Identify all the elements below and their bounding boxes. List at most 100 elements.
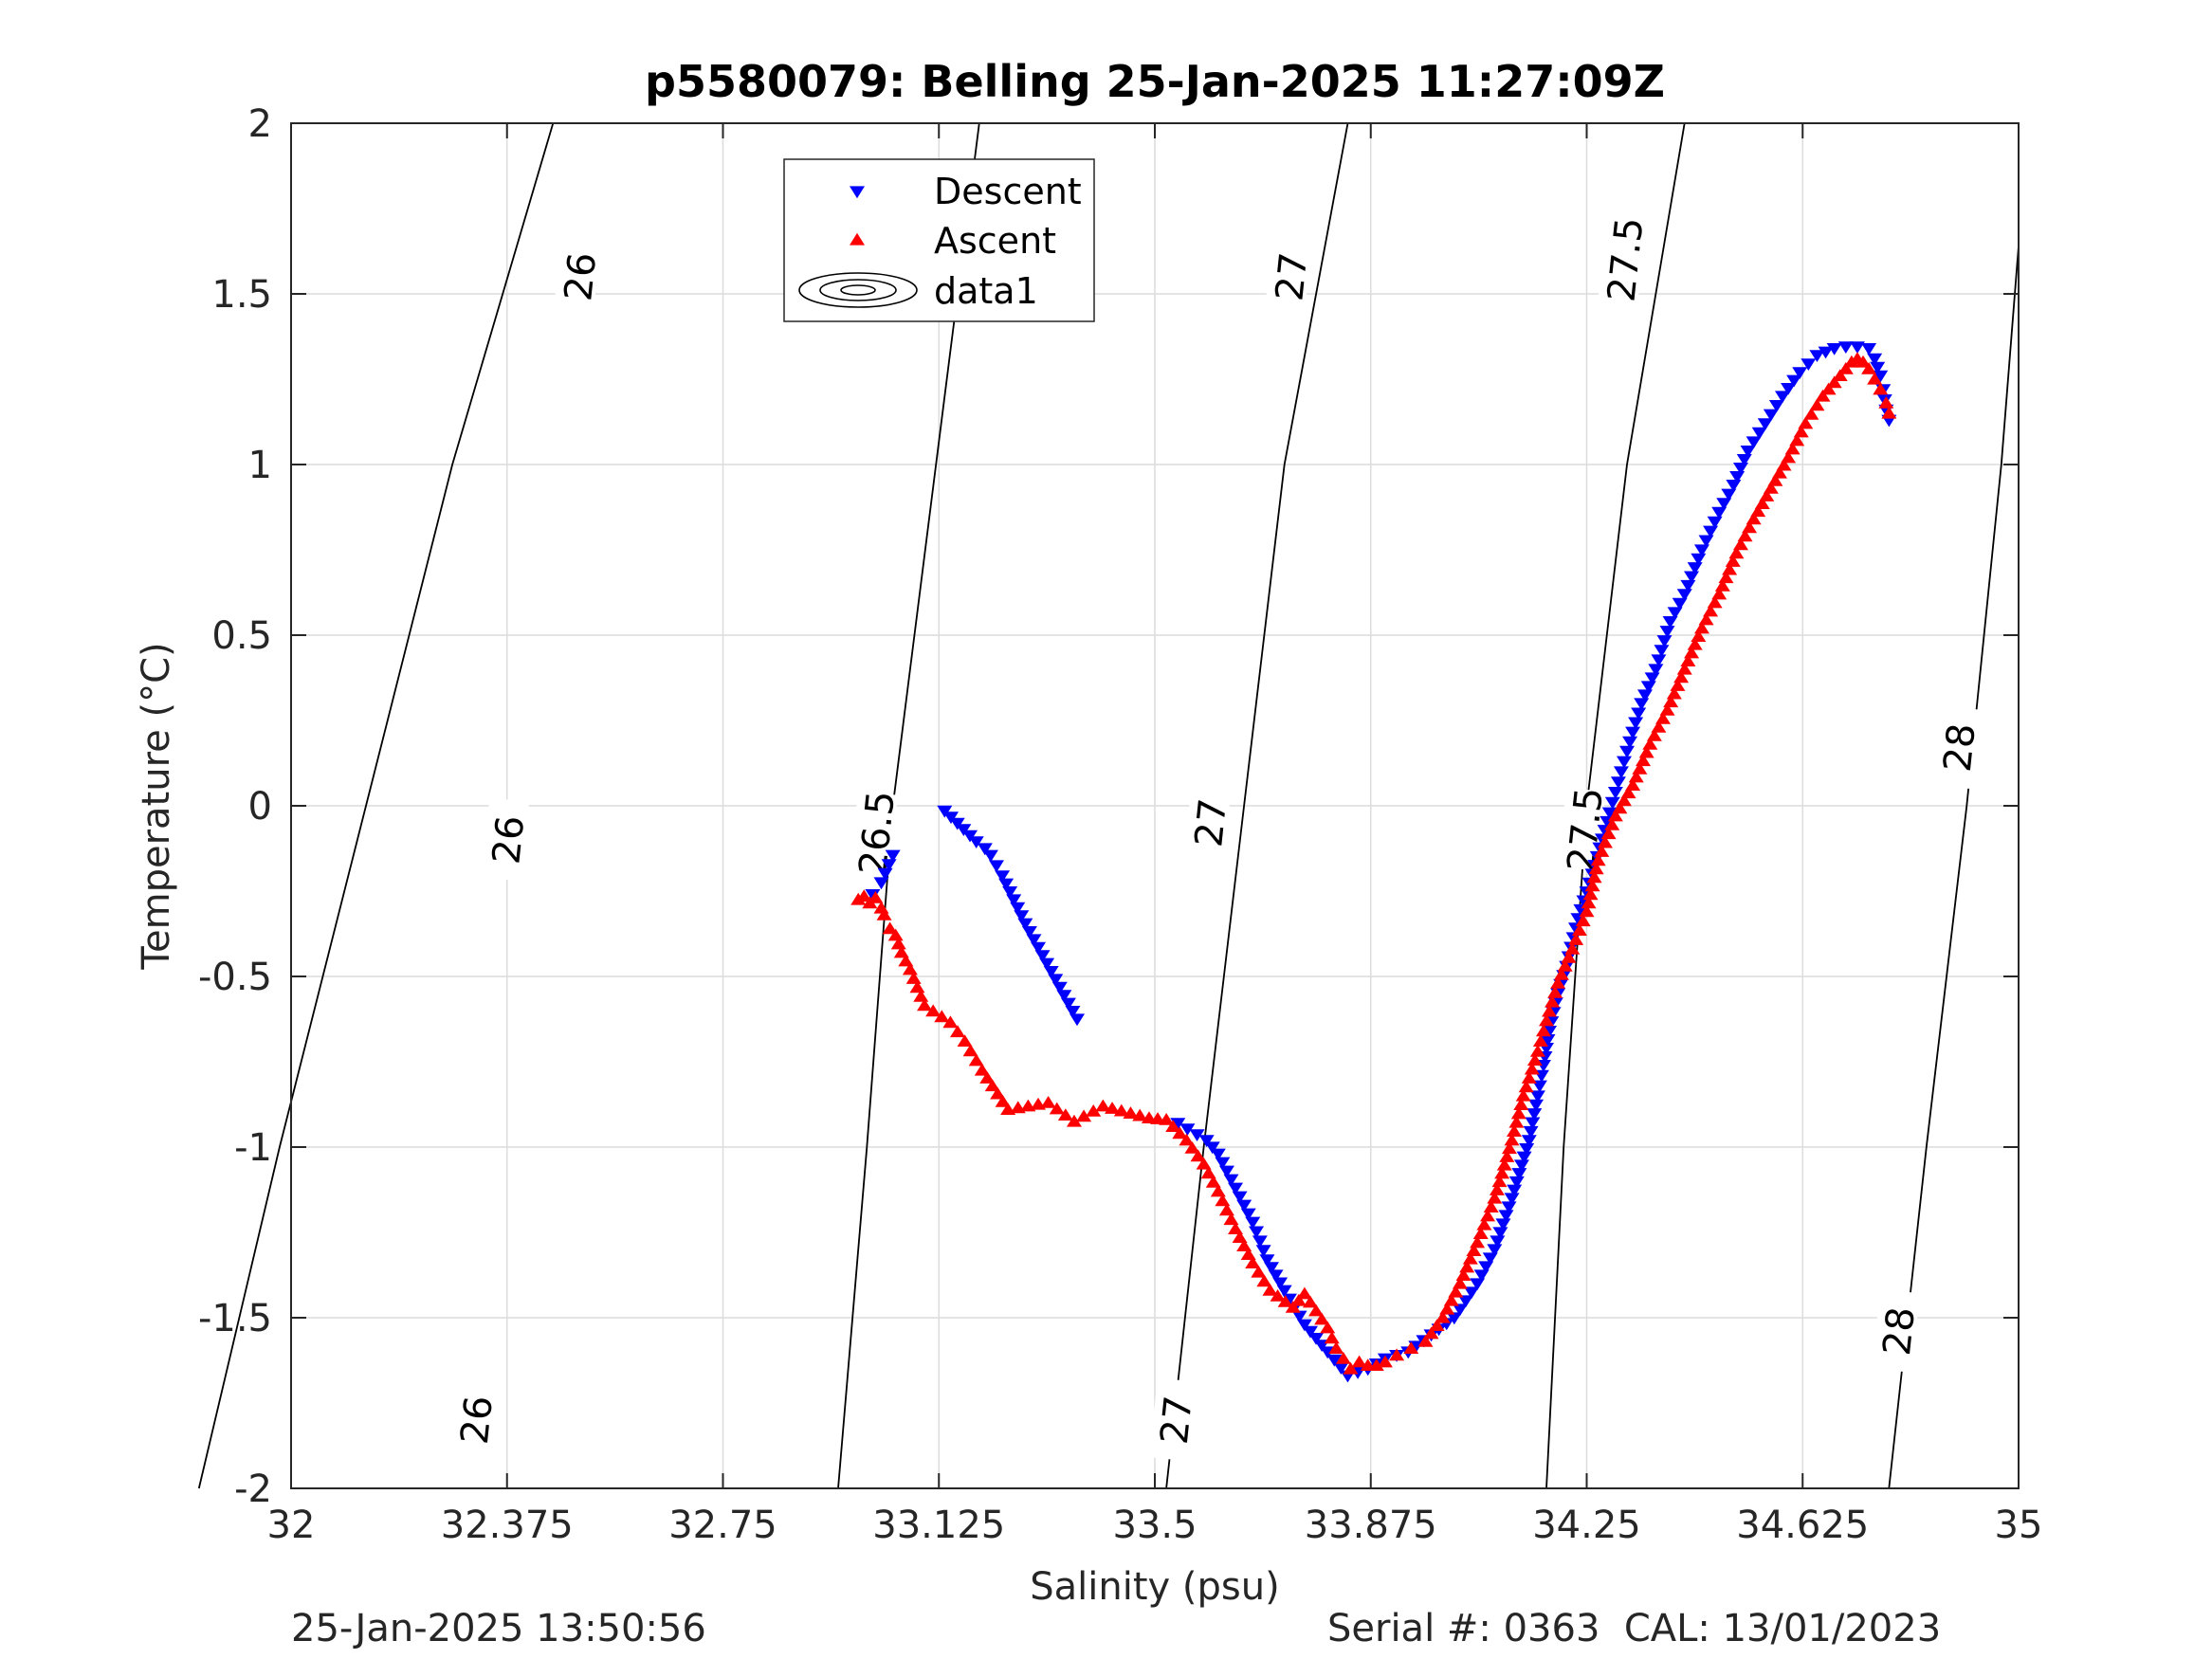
ascent-point [1776, 458, 1792, 471]
ascent-point [1105, 1102, 1121, 1114]
ascent-point [1767, 473, 1783, 486]
descent-point [1654, 645, 1670, 658]
ascent-point [1550, 976, 1566, 989]
data-points [850, 341, 1897, 1383]
descent-point [1648, 664, 1664, 677]
ascent-point [995, 1094, 1011, 1107]
ascent-point [1200, 1166, 1216, 1179]
ascent-point [1172, 1126, 1188, 1139]
descent-point [1504, 1193, 1520, 1206]
ascent-point [1455, 1268, 1472, 1281]
legend-descent-marker [850, 186, 865, 199]
ascent-point [1725, 555, 1741, 567]
ascent-point [990, 1086, 1006, 1100]
descent-point [1255, 1245, 1271, 1258]
ascent-point [1571, 923, 1587, 936]
ascent-point [1429, 1319, 1445, 1331]
ascent-point [1232, 1231, 1248, 1243]
ascent-point [1673, 670, 1690, 684]
ascent-point [1377, 1355, 1393, 1368]
isopycnal-label-background [1183, 780, 1233, 865]
ascent-point [962, 1044, 978, 1057]
descent-point [1659, 626, 1675, 638]
descent-point [1501, 1201, 1517, 1214]
ascent-point [1676, 662, 1692, 675]
ascent-point [1389, 1348, 1405, 1361]
x-tick-label: 33.875 [1305, 1504, 1437, 1547]
isopycnal-label: 26 [557, 250, 605, 302]
ascent-point [1607, 809, 1623, 822]
descent-point [1308, 1333, 1325, 1345]
descent-point [1801, 358, 1817, 371]
ascent-point [1763, 482, 1779, 494]
isopycnal-label-group: 26 [481, 797, 533, 882]
descent-point [1691, 553, 1707, 566]
legend-box [783, 158, 1095, 322]
ascent-point [1714, 578, 1730, 592]
descent-point [1516, 1151, 1532, 1164]
descent-point [1521, 1135, 1537, 1147]
ascent-point [1625, 778, 1641, 791]
descent-point [1482, 1252, 1498, 1266]
descent-point [1662, 616, 1678, 629]
ascent-point [1535, 1024, 1551, 1037]
legend-ascent-marker [850, 232, 865, 246]
descent-point [1792, 367, 1808, 379]
ascent-point [1693, 621, 1709, 634]
ascent-point [1638, 745, 1654, 758]
isopycnal-label: 26.5 [851, 789, 904, 877]
descent-point [1698, 535, 1714, 548]
ascent-point [1251, 1265, 1267, 1278]
ascent-point [1270, 1289, 1286, 1302]
ascent-point [1628, 770, 1644, 783]
ascent-point [1262, 1284, 1278, 1296]
descent-point [1540, 1034, 1556, 1047]
ascent-point [1750, 504, 1766, 518]
isopycnal-line [1165, 122, 1349, 1489]
descent-point [1056, 990, 1072, 1002]
descent-point [1774, 391, 1790, 404]
ascent-point [1508, 1115, 1525, 1128]
ascent-point [1487, 1191, 1503, 1204]
isopycnal-line [197, 122, 555, 1489]
ascent-point [1666, 686, 1682, 700]
descent-point [1628, 717, 1644, 730]
y-tick-label: -1 [234, 1126, 272, 1170]
ascent-point [1190, 1149, 1206, 1162]
y-tick-label: -0.5 [198, 956, 272, 999]
ascent-point [1654, 712, 1671, 724]
isopycnal-label: 27 [1153, 1394, 1201, 1446]
ascent-point [1526, 1053, 1543, 1066]
ascent-point [1113, 1103, 1129, 1117]
ascent-point [1335, 1352, 1351, 1364]
descent-point [1613, 766, 1629, 779]
descent-point [1604, 796, 1620, 810]
ascent-point [1616, 793, 1632, 807]
y-tick-label: 0.5 [211, 614, 272, 658]
ascent-point [1223, 1212, 1239, 1226]
descent-point [1656, 635, 1673, 647]
ascent-point [1040, 1096, 1056, 1108]
descent-point [1716, 498, 1732, 510]
descent-point [1333, 1362, 1349, 1375]
ascent-point [1504, 1133, 1520, 1146]
ascent-point [1049, 1102, 1065, 1115]
descent-point [1707, 516, 1723, 529]
ascent-point [1476, 1217, 1492, 1231]
ascent-point [925, 1004, 941, 1017]
descent-point [1048, 974, 1064, 987]
isopycnal-label-group: 26.5 [850, 789, 904, 877]
ascent-point [1351, 1355, 1367, 1368]
isopycnal-label: 28 [1936, 721, 1984, 774]
ascent-point [1547, 985, 1563, 998]
descent-point [1006, 894, 1022, 907]
isopycnal-label-background [1558, 787, 1606, 871]
ascent-point [1728, 546, 1745, 559]
descent-point [1757, 418, 1773, 430]
ascent-point [887, 928, 904, 941]
ascent-point [979, 1071, 996, 1084]
descent-point [1326, 1354, 1343, 1367]
ascent-point [1703, 604, 1719, 617]
ascent-point [1542, 1004, 1558, 1017]
ascent-point [1826, 375, 1842, 389]
